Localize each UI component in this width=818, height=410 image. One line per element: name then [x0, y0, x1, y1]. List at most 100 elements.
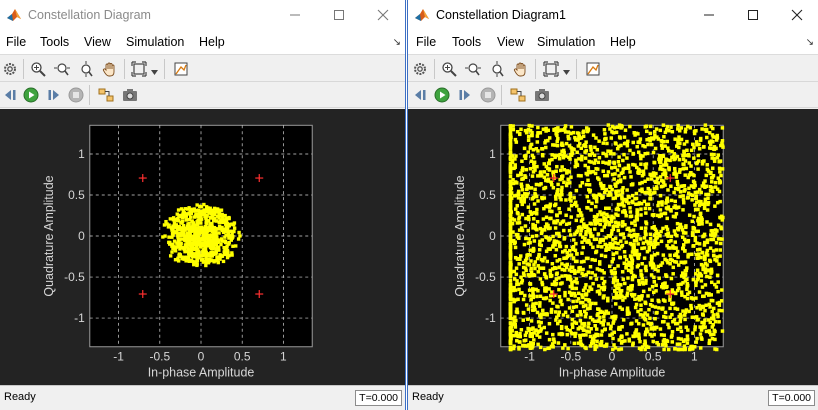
snapshot-icon[interactable]	[120, 85, 140, 105]
signal-point	[673, 321, 678, 326]
menu-file[interactable]: File	[6, 35, 27, 49]
signal-point	[508, 161, 513, 166]
constellation-plot[interactable]: -1 -0.5 0 0.5 110.50-0.5-1In-phase Amplitude…	[408, 109, 818, 385]
signal-point	[700, 127, 704, 131]
signal-point	[204, 218, 208, 223]
signal-point	[619, 239, 623, 243]
pan-hand-icon[interactable]	[511, 59, 531, 79]
menu-file[interactable]: File	[416, 35, 437, 49]
run-icon[interactable]	[432, 85, 452, 105]
signal-point	[677, 135, 681, 139]
close-icon[interactable]	[361, 0, 405, 30]
signal-point	[650, 255, 654, 260]
signal-point	[708, 184, 713, 189]
zoom-in-icon[interactable]	[439, 59, 459, 79]
zoom-x-icon[interactable]	[52, 59, 72, 79]
signal-point	[593, 145, 597, 150]
step-forward-icon[interactable]	[455, 85, 475, 105]
zoom-y-icon[interactable]	[76, 59, 96, 79]
signal-point	[692, 243, 696, 248]
menu-simulation[interactable]: Simulation	[537, 35, 596, 49]
signal-point	[180, 215, 185, 220]
zoom-y-icon[interactable]	[487, 59, 507, 79]
signal-point	[169, 226, 174, 230]
signal-point	[527, 263, 532, 267]
pan-hand-icon[interactable]	[100, 59, 120, 79]
constellation-window-1[interactable]: Constellation Diagram1 File Tools View S…	[407, 0, 818, 410]
maximize-icon[interactable]	[731, 0, 775, 30]
signal-point	[630, 294, 635, 298]
signal-point	[523, 258, 528, 263]
signal-point	[682, 189, 686, 193]
signal-point	[530, 153, 535, 158]
signal-point	[186, 207, 190, 211]
signal-point	[614, 212, 618, 216]
signal-point	[533, 260, 537, 264]
style-icon[interactable]	[583, 59, 603, 79]
signal-point	[647, 245, 652, 250]
stop-icon[interactable]	[478, 85, 498, 105]
scale-axes-icon[interactable]	[541, 59, 561, 79]
close-icon[interactable]	[775, 0, 818, 30]
menu-simulation[interactable]: Simulation	[126, 35, 185, 49]
constellation-plot[interactable]: -1 -0.5 0 0.5 110.50-0.5-1In-phase Amplitude…	[0, 109, 405, 385]
signal-point	[627, 337, 631, 342]
signal-point	[173, 223, 177, 227]
settings-gear-icon[interactable]	[0, 59, 20, 79]
zoom-x-icon[interactable]	[463, 59, 483, 79]
highlight-simulink-block-icon[interactable]	[508, 85, 528, 105]
signal-point	[691, 225, 695, 230]
constellation-window[interactable]: Constellation Diagram File Tools View Si…	[0, 0, 406, 410]
signal-point	[221, 259, 226, 264]
signal-point	[558, 319, 562, 323]
minimize-icon[interactable]	[687, 0, 731, 30]
signal-point	[626, 139, 630, 144]
signal-point	[232, 229, 236, 234]
signal-point	[702, 243, 707, 247]
signal-point	[576, 138, 580, 142]
signal-point	[681, 243, 686, 247]
maximize-icon[interactable]	[317, 0, 361, 30]
signal-point	[616, 221, 621, 225]
title-bar[interactable]: Constellation Diagram1	[408, 0, 818, 30]
signal-point	[570, 322, 575, 326]
scale-axes-dropdown-icon[interactable]	[563, 65, 570, 75]
signal-point	[698, 332, 703, 336]
signal-point	[508, 142, 513, 147]
signal-point	[680, 228, 685, 232]
signal-point	[523, 175, 528, 179]
signal-point	[653, 133, 657, 138]
settings-gear-icon[interactable]	[410, 59, 430, 79]
menu-tools[interactable]: Tools	[452, 35, 482, 49]
step-forward-icon[interactable]	[44, 85, 64, 105]
signal-point	[508, 253, 513, 257]
signal-point	[514, 266, 519, 270]
menu-view[interactable]: View	[84, 35, 111, 49]
signal-point	[696, 153, 700, 158]
snapshot-icon[interactable]	[532, 85, 552, 105]
menu-view[interactable]: View	[497, 35, 524, 49]
title-bar[interactable]: Constellation Diagram	[0, 0, 405, 30]
signal-point	[586, 325, 590, 329]
scale-axes-icon[interactable]	[129, 59, 149, 79]
scale-axes-dropdown-icon[interactable]	[151, 65, 158, 75]
run-icon[interactable]	[21, 85, 41, 105]
zoom-in-icon[interactable]	[28, 59, 48, 79]
menu-help[interactable]: Help	[199, 35, 225, 49]
step-back-icon[interactable]	[0, 85, 20, 105]
x-axis-label: In-phase Amplitude	[148, 366, 255, 380]
signal-point	[197, 212, 202, 217]
signal-point	[513, 157, 517, 161]
dock-arrow-icon[interactable]: ↘	[392, 37, 401, 48]
minimize-icon[interactable]	[273, 0, 317, 30]
menu-tools[interactable]: Tools	[40, 35, 70, 49]
menu-help[interactable]: Help	[610, 35, 636, 49]
style-icon[interactable]	[171, 59, 191, 79]
dock-arrow-icon[interactable]: ↘	[805, 37, 814, 48]
step-back-icon[interactable]	[410, 85, 430, 105]
signal-point	[516, 196, 521, 200]
stop-icon[interactable]	[66, 85, 86, 105]
signal-point	[542, 228, 547, 232]
signal-point	[568, 194, 573, 199]
highlight-simulink-block-icon[interactable]	[96, 85, 116, 105]
